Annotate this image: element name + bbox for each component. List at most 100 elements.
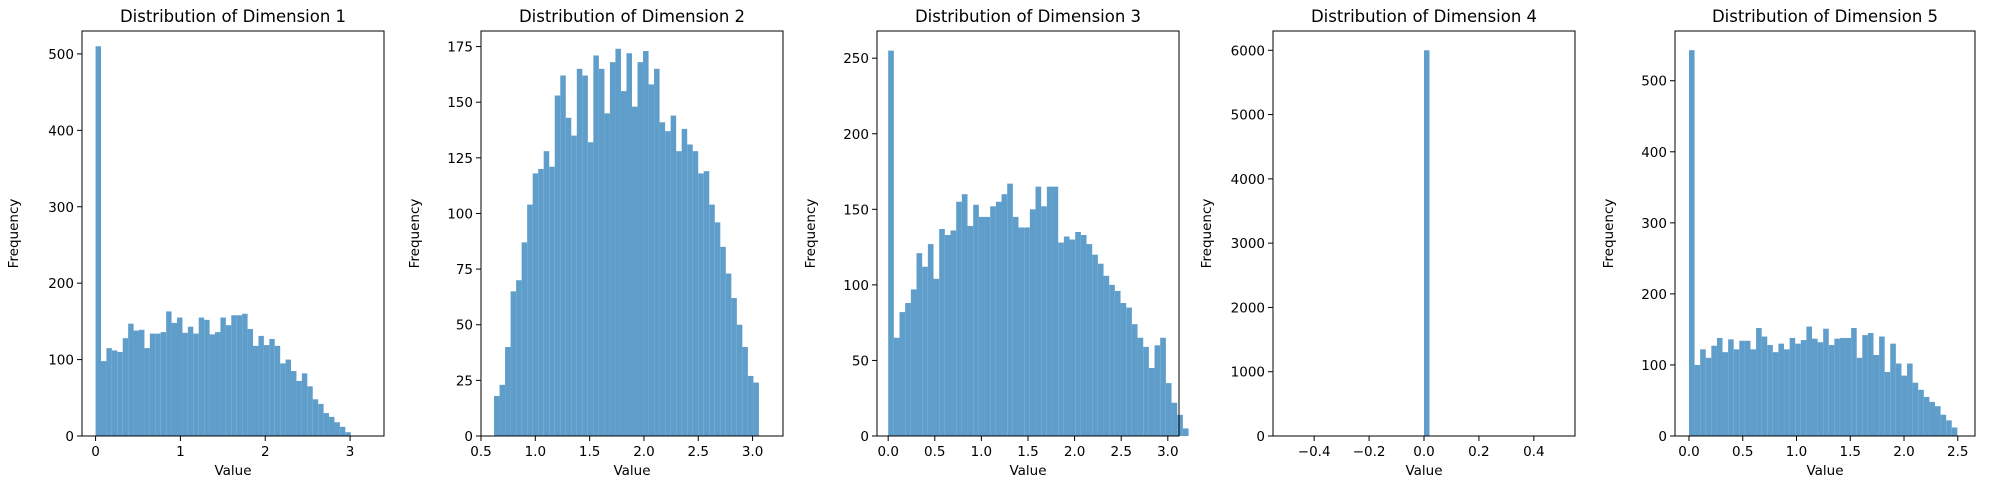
x-tick-label: 0.5 xyxy=(924,444,945,460)
chart-title: Distribution of Dimension 4 xyxy=(1311,7,1537,26)
histogram-bar xyxy=(1935,406,1941,436)
histogram-bar xyxy=(899,312,906,436)
y-tick-label: 50 xyxy=(852,353,869,369)
histogram-bar xyxy=(166,311,172,436)
histogram-bar xyxy=(961,194,968,436)
histogram-bar xyxy=(231,315,237,436)
histogram-bar xyxy=(182,332,188,436)
x-axis-label: Value xyxy=(1405,463,1442,479)
histogram-bar xyxy=(139,329,145,436)
histogram-bar xyxy=(1946,420,1952,436)
histogram-bar xyxy=(106,348,112,436)
histogram-bar xyxy=(709,204,715,436)
histogram-bar xyxy=(1035,186,1042,436)
x-tick-label: 0.0 xyxy=(1678,444,1699,460)
y-tick-label: 150 xyxy=(447,95,473,111)
histogram-bar xyxy=(626,53,632,436)
histogram-bar xyxy=(1143,346,1149,436)
histogram-bar xyxy=(1789,337,1796,436)
histogram-bar xyxy=(1041,206,1047,436)
histogram-bar xyxy=(1806,326,1812,436)
histogram-bar xyxy=(582,75,588,436)
histogram-bar xyxy=(334,422,340,436)
histogram-bar xyxy=(117,351,123,436)
histogram-bar xyxy=(1103,275,1110,436)
y-tick-label: 1000 xyxy=(1231,365,1265,381)
histogram-bar xyxy=(1058,242,1064,436)
x-tick-label: 1 xyxy=(176,444,185,460)
y-tick-label: 0 xyxy=(1658,429,1667,445)
histogram-bar xyxy=(995,201,1002,436)
histogram-bar xyxy=(990,206,996,436)
histogram-bar xyxy=(1148,368,1155,436)
histogram-bar xyxy=(922,266,928,436)
x-tick-label: 1.0 xyxy=(1786,444,1807,460)
y-tick-label: 25 xyxy=(456,373,473,389)
x-tick-label: 0.0 xyxy=(877,444,898,460)
histogram-bar xyxy=(128,323,134,436)
histogram-bar xyxy=(1912,382,1919,436)
histogram-bar xyxy=(301,373,308,436)
y-tick-label: 500 xyxy=(1641,74,1667,90)
histogram-bar xyxy=(516,280,522,436)
histogram-bar xyxy=(554,95,561,436)
histogram-bar xyxy=(648,84,655,436)
histogram-bar xyxy=(209,334,216,436)
y-tick-label: 50 xyxy=(456,318,473,334)
histogram-bar xyxy=(665,131,671,436)
histogram-bar xyxy=(1171,402,1178,436)
y-axis-label: Frequency xyxy=(1199,199,1215,269)
histogram-bar xyxy=(576,68,583,436)
x-tick-label: 0.5 xyxy=(1732,444,1753,460)
histogram-bar xyxy=(1940,414,1947,436)
histogram-bar xyxy=(193,333,199,436)
y-tick-label: 200 xyxy=(843,127,869,143)
y-axis-label: Frequency xyxy=(803,199,819,269)
histogram-bar xyxy=(312,399,319,436)
histogram-bar xyxy=(1895,363,1902,436)
y-tick-label: 400 xyxy=(1641,145,1667,161)
y-axis-label: Frequency xyxy=(6,199,22,269)
histogram-bar xyxy=(543,151,550,436)
y-tick-label: 0 xyxy=(1256,429,1265,445)
histogram-bar xyxy=(1137,337,1144,436)
chart-title: Distribution of Dimension 1 xyxy=(120,7,346,26)
histogram-bar xyxy=(155,333,161,436)
histogram-bar xyxy=(274,345,281,436)
histogram-bar xyxy=(236,315,243,436)
histogram-bar xyxy=(927,244,934,436)
x-tick-label: 0.4 xyxy=(1523,444,1544,460)
y-tick-label: 200 xyxy=(1641,287,1667,303)
histogram-bar xyxy=(1063,236,1070,436)
histogram-bar xyxy=(1907,363,1913,436)
histogram-bar xyxy=(269,338,275,436)
histogram-bar xyxy=(720,246,726,436)
histogram-bar xyxy=(510,291,517,436)
x-tick-label: 3.0 xyxy=(1157,444,1178,460)
histogram-bar xyxy=(177,317,183,436)
histogram-bar xyxy=(659,122,666,437)
histogram-bar xyxy=(499,384,506,436)
histogram-bar xyxy=(1086,244,1093,436)
histogram-bar xyxy=(1862,335,1868,436)
histogram-bar xyxy=(1879,336,1885,436)
y-tick-label: 400 xyxy=(48,123,74,139)
histogram-bar xyxy=(329,416,335,436)
histogram-bar xyxy=(676,151,682,436)
histogram-bar xyxy=(291,371,297,436)
x-tick-label: 1.5 xyxy=(579,444,600,460)
histogram-bar xyxy=(111,350,118,436)
histogram-bar xyxy=(1080,235,1087,436)
histogram-bar xyxy=(905,303,911,436)
y-tick-label: 150 xyxy=(843,202,869,218)
histogram-bar xyxy=(95,46,101,436)
histogram-bar xyxy=(160,332,167,436)
x-tick-label: 2 xyxy=(261,444,270,460)
histogram-bar xyxy=(1834,338,1840,436)
histogram-bar xyxy=(967,225,974,436)
x-tick-label: 2.0 xyxy=(1893,444,1914,460)
y-tick-label: 5000 xyxy=(1231,108,1265,124)
histogram-bar xyxy=(731,298,737,436)
histogram-bar xyxy=(1795,343,1801,436)
